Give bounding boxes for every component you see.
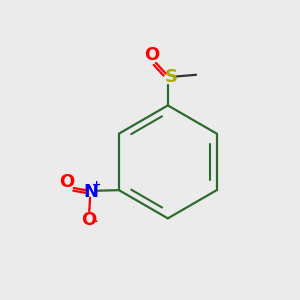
Text: S: S bbox=[164, 68, 177, 86]
Text: N: N bbox=[83, 183, 98, 201]
Text: O: O bbox=[82, 211, 97, 229]
Text: O: O bbox=[59, 173, 74, 191]
Text: +: + bbox=[92, 180, 101, 190]
Text: O: O bbox=[144, 46, 159, 64]
Text: -: - bbox=[93, 215, 98, 228]
